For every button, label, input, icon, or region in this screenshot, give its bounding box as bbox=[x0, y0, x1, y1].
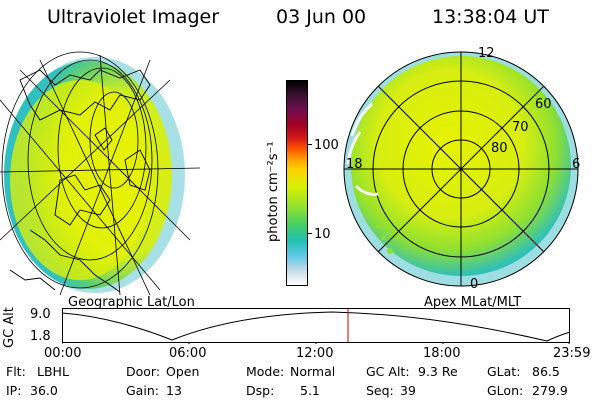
colorbar-tick-100 bbox=[307, 144, 312, 145]
mlt-label-18: 18 bbox=[346, 157, 363, 172]
info-gain-value: 13 bbox=[166, 383, 182, 398]
info-glat-key: GLat: bbox=[487, 364, 521, 379]
info-gain-key: Gain: bbox=[126, 383, 159, 398]
right-panel-caption: Apex MLat/MLT bbox=[424, 295, 522, 310]
timeline-ytick-high: 9.0 bbox=[30, 307, 51, 322]
timeline-xtick-2359: 23:59 bbox=[553, 346, 591, 361]
instrument-title: Ultraviolet Imager bbox=[47, 6, 220, 28]
colorbar bbox=[286, 80, 308, 286]
info-mode-key: Mode: bbox=[246, 364, 285, 379]
mlt-label-12: 12 bbox=[478, 46, 495, 61]
timeline-plot bbox=[62, 308, 571, 344]
colorbar-label-10: 10 bbox=[314, 227, 331, 242]
observation-date: 03 Jun 00 bbox=[276, 6, 367, 28]
mlt-label-6: 6 bbox=[572, 157, 581, 172]
info-flt-key: Flt: bbox=[6, 364, 26, 379]
colorbar-tick-10 bbox=[307, 233, 312, 234]
info-ip-value: 36.0 bbox=[30, 383, 58, 398]
info-door-key: Door: bbox=[126, 364, 161, 379]
geographic-image bbox=[0, 51, 200, 296]
info-mode-value: Normal bbox=[290, 364, 336, 379]
polar-image bbox=[343, 51, 579, 287]
info-door-value: Open bbox=[166, 364, 200, 379]
observation-time: 13:38:04 UT bbox=[432, 6, 549, 28]
info-flt-value: LBHL bbox=[37, 364, 69, 379]
mlat-label-60: 60 bbox=[535, 97, 552, 112]
timeline-ytick-low: 1.8 bbox=[30, 329, 51, 344]
info-glon-key: GLon: bbox=[487, 383, 524, 398]
timeline-axis-title: GC Alt bbox=[2, 307, 17, 348]
timeline-xtick-1800: 18:00 bbox=[423, 346, 461, 361]
info-dsp-key: Dsp: bbox=[246, 383, 275, 398]
info-glon-value: 279.9 bbox=[532, 383, 568, 398]
info-glat-value: 86.5 bbox=[532, 364, 560, 379]
info-gcalt-value: 9.3 Re bbox=[418, 364, 458, 379]
timeline-xtick-1200: 12:00 bbox=[296, 346, 334, 361]
mlt-label-0: 0 bbox=[470, 277, 479, 292]
colorbar-label-100: 100 bbox=[314, 138, 339, 153]
info-ip-key: IP: bbox=[6, 383, 22, 398]
left-panel-caption: Geographic Lat/Lon bbox=[68, 295, 195, 310]
colorbar-unit-label: photon cm⁻²s⁻¹ bbox=[266, 141, 281, 242]
mlat-label-70: 70 bbox=[512, 120, 529, 135]
timeline-xtick-0600: 06:00 bbox=[169, 346, 207, 361]
timeline-xtick-0000: 00:00 bbox=[44, 346, 82, 361]
mlat-label-80: 80 bbox=[491, 141, 508, 156]
info-gcalt-key: GC Alt: bbox=[366, 364, 410, 379]
info-seq-value: 39 bbox=[400, 383, 416, 398]
info-dsp-value: 5.1 bbox=[300, 383, 320, 398]
info-seq-key: Seq: bbox=[366, 383, 394, 398]
